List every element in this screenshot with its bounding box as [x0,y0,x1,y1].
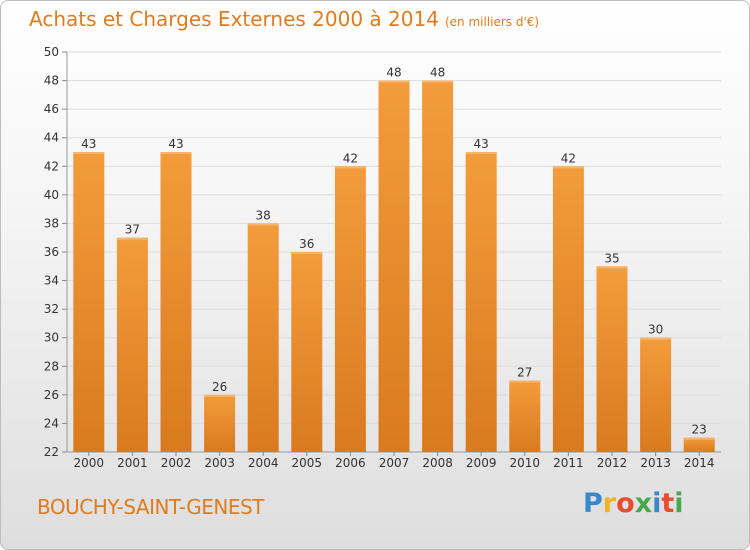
y-tick-label: 28 [44,359,59,373]
x-tick-label: 2013 [640,456,671,470]
y-tick-label: 40 [44,188,59,202]
data-label: 37 [125,223,140,237]
bar-highlight [334,166,366,169]
x-tick-label: 2001 [117,456,148,470]
bar-highlight [509,380,541,383]
data-label: 27 [517,366,532,380]
data-label: 42 [343,151,358,165]
x-tick-label: 2011 [553,456,584,470]
y-tick-label: 44 [44,131,59,145]
data-label: 23 [692,423,707,437]
bar [596,266,628,452]
x-tick-label: 2012 [597,456,628,470]
data-label: 48 [386,66,401,80]
x-tick-label: 2005 [292,456,323,470]
bar-highlight [247,223,279,226]
data-label: 36 [299,237,314,251]
bar [509,380,541,452]
x-tick-label: 2000 [74,456,105,470]
bar [640,337,672,452]
bar [116,237,148,452]
x-tick-label: 2008 [422,456,453,470]
bar [334,166,366,453]
data-label: 35 [604,251,619,265]
bar [552,166,584,453]
bar-highlight [73,152,105,154]
y-tick-label: 50 [44,45,59,59]
bar-highlight [204,394,236,397]
x-tick-label: 2007 [379,456,410,470]
bar-highlight [596,266,628,269]
bar [465,152,497,452]
y-tick-label: 34 [44,274,59,288]
data-label: 43 [81,137,96,151]
logo-letter: r [602,488,617,519]
x-tick-label: 2004 [248,456,279,470]
bar-highlight [552,166,584,169]
chart-unit-label: (en milliers d'€) [444,15,540,29]
y-tick-label: 24 [44,416,59,430]
data-label: 30 [648,323,663,337]
x-tick-label: 2003 [204,456,235,470]
data-label: 26 [212,380,227,394]
bars [73,80,715,453]
x-tick-label: 2009 [466,456,497,470]
data-label: 42 [561,151,576,165]
logo-letter: o [616,488,635,519]
bar [204,394,236,452]
y-tick-label: 48 [44,74,59,88]
logo-letter: x [634,488,653,519]
bar [378,80,410,453]
x-tick-label: 2006 [335,456,366,470]
bar-highlight [640,337,672,340]
x-tick-label: 2002 [161,456,192,470]
data-label: 38 [256,208,271,222]
y-tick-label: 30 [44,331,59,345]
logo-letter: P [583,488,603,519]
y-tick-label: 32 [44,302,59,316]
y-tick-label: 36 [44,245,59,259]
bar-highlight [683,437,715,440]
x-tick-label: 2010 [510,456,541,470]
bar [247,223,279,452]
bar-highlight [116,237,148,240]
bar [160,152,192,452]
bar-highlight [291,252,323,254]
bar-highlight [160,152,192,154]
bar-highlight [422,80,454,83]
y-tick-label: 46 [44,102,59,116]
chart-title-text: Achats et Charges Externes 2000 à 2014 [29,7,439,31]
bar-highlight [465,152,497,154]
y-tick-label: 26 [44,388,59,402]
bar [422,80,454,453]
bar [291,252,323,452]
proxiti-logo: Proxiti [583,488,684,519]
bar [683,437,715,452]
bar-highlight [378,80,410,83]
y-tick-label: 42 [44,159,59,173]
data-labels: 43 37 43 26 38 36 42 48 48 43 27 42 35 30 23 [81,66,707,437]
logo-letter: i [674,488,684,519]
y-tick-label: 22 [44,445,59,459]
y-tick-label: 38 [44,216,59,230]
data-label: 43 [168,137,183,151]
x-tick-label: 2014 [684,456,715,470]
place-name: BOUCHY-SAINT-GENEST [37,495,264,519]
bar [73,152,105,452]
data-label: 48 [430,66,445,80]
logo-letter: i [652,488,662,519]
data-label: 43 [474,137,489,151]
chart-title: Achats et Charges Externes 2000 à 2014 (e… [29,7,539,31]
logo-letter: t [661,488,675,519]
